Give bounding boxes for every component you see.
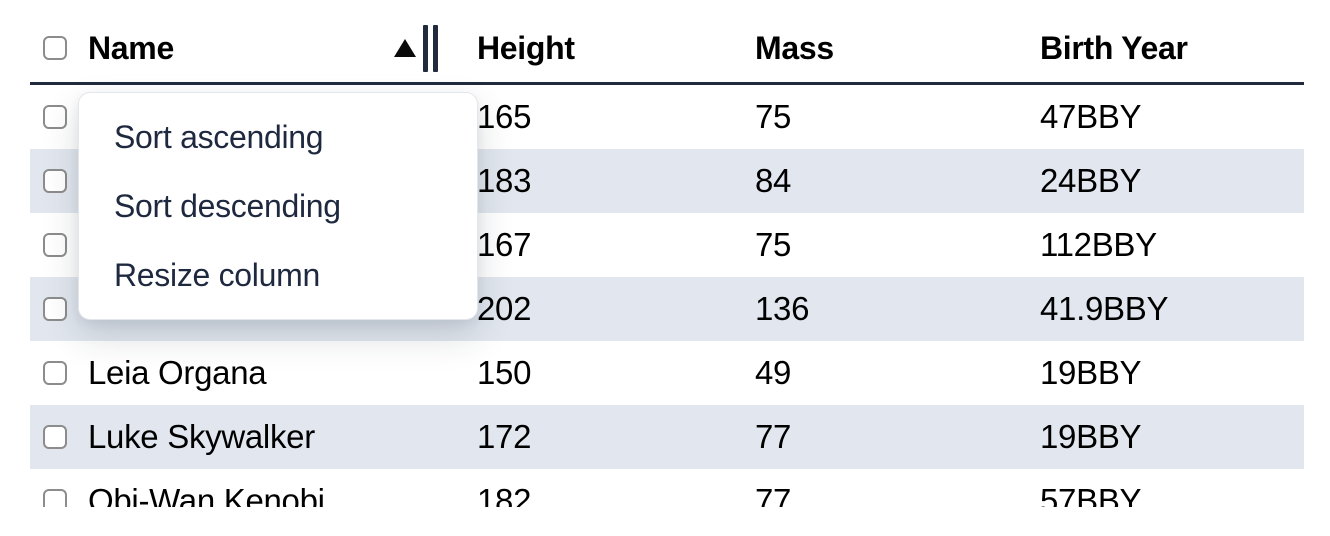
cell-mass: 84 — [755, 162, 792, 199]
cell-birth-year: 41.9BBY — [1040, 290, 1169, 327]
menu-item-sort-ascending[interactable]: Sort ascending — [114, 119, 324, 155]
column-header-birth-year[interactable]: Birth Year — [1040, 29, 1188, 66]
row-checkbox[interactable] — [43, 297, 67, 321]
column-header-name[interactable]: Name — [80, 24, 443, 72]
cell-height: 167 — [477, 226, 532, 263]
cell-birth-year: 24BBY — [1040, 162, 1142, 199]
cell-mass: 77 — [755, 418, 792, 455]
cell-mass: 75 — [755, 98, 792, 135]
row-checkbox[interactable] — [43, 361, 67, 385]
cell-mass: 49 — [755, 354, 792, 391]
cell-height: 202 — [477, 290, 532, 327]
cell-mass: 77 — [755, 482, 792, 507]
cell-height: 165 — [477, 98, 532, 135]
cell-name: Luke Skywalker — [88, 418, 315, 455]
cell-mass: 136 — [755, 290, 810, 327]
cell-birth-year: 19BBY — [1040, 354, 1142, 391]
data-table: Name Height Mass Birth Year 165 75 47BBY… — [30, 0, 1304, 507]
column-header-mass[interactable]: Mass — [755, 29, 834, 66]
cell-birth-year: 19BBY — [1040, 418, 1142, 455]
cell-birth-year: 112BBY — [1040, 226, 1157, 263]
column-context-menu: Sort ascending Sort descending Resize co… — [78, 92, 478, 320]
table-row: 167 75 112BBY — [30, 213, 1304, 277]
resize-bar-icon — [433, 24, 438, 72]
column-resize-handle[interactable] — [423, 24, 438, 72]
row-checkbox[interactable] — [43, 169, 67, 193]
menu-item-sort-descending[interactable]: Sort descending — [114, 188, 341, 224]
row-checkbox[interactable] — [43, 105, 67, 129]
sort-ascending-icon — [394, 39, 416, 57]
menu-item-resize-column[interactable]: Resize column — [114, 257, 320, 293]
column-header-height[interactable]: Height — [477, 29, 575, 66]
cell-birth-year: 57BBY — [1040, 482, 1142, 507]
table-row: Luke Skywalker 172 77 19BBY — [30, 405, 1304, 469]
table-row: Obi-Wan Kenobi 182 77 57BBY — [30, 469, 1304, 507]
cell-height: 172 — [477, 418, 532, 455]
cell-name: Leia Organa — [88, 354, 267, 391]
table-row: Leia Organa 150 49 19BBY — [30, 341, 1304, 405]
row-checkbox[interactable] — [43, 233, 67, 257]
header-checkbox-cell — [30, 36, 80, 60]
cell-height: 182 — [477, 482, 532, 507]
cell-name: Obi-Wan Kenobi — [88, 482, 325, 507]
select-all-checkbox[interactable] — [43, 36, 67, 60]
cell-birth-year: 47BBY — [1040, 98, 1142, 135]
resize-bar-icon — [423, 24, 428, 72]
table-header-row: Name Height Mass Birth Year — [30, 0, 1304, 85]
table-row: 165 75 47BBY — [30, 85, 1304, 149]
cell-mass: 75 — [755, 226, 792, 263]
row-checkbox[interactable] — [43, 425, 67, 449]
cell-height: 150 — [477, 354, 532, 391]
cell-height: 183 — [477, 162, 532, 199]
column-header-name-label: Name — [88, 29, 174, 66]
row-checkbox[interactable] — [43, 489, 67, 507]
